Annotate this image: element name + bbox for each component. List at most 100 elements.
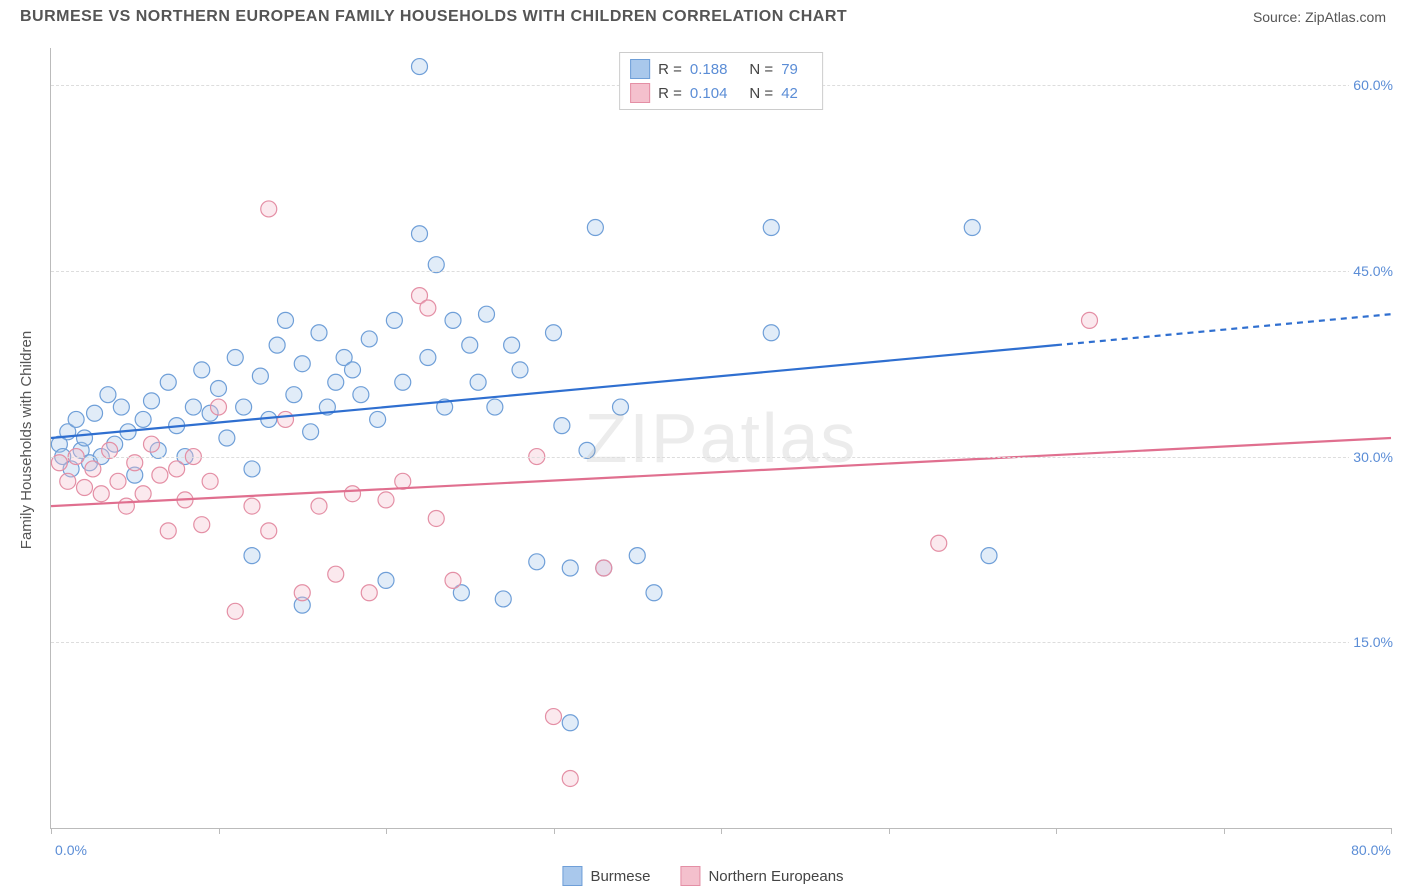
chart-title: BURMESE VS NORTHERN EUROPEAN FAMILY HOUS… [20, 8, 847, 26]
data-point [378, 572, 394, 588]
data-point [278, 411, 294, 427]
data-point [546, 709, 562, 725]
x-tick [889, 828, 890, 834]
data-point [613, 399, 629, 415]
data-point [763, 325, 779, 341]
data-point [60, 473, 76, 489]
data-point [462, 337, 478, 353]
data-point [395, 374, 411, 390]
x-tick [1224, 828, 1225, 834]
data-point [361, 331, 377, 347]
data-point [412, 59, 428, 75]
data-point [353, 387, 369, 403]
data-point [286, 387, 302, 403]
data-point [529, 554, 545, 570]
data-point [244, 548, 260, 564]
y-tick-label: 15.0% [1349, 634, 1397, 650]
data-point [328, 566, 344, 582]
x-tick [721, 828, 722, 834]
y-tick-label: 45.0% [1349, 263, 1397, 279]
y-tick-label: 60.0% [1349, 77, 1397, 93]
data-point [311, 498, 327, 514]
x-tick [51, 828, 52, 834]
data-point [1082, 312, 1098, 328]
data-point [512, 362, 528, 378]
x-tick [219, 828, 220, 834]
data-point [252, 368, 268, 384]
data-point [185, 399, 201, 415]
data-point [487, 399, 503, 415]
data-point [420, 350, 436, 366]
legend-row-northern-european: R = 0.104 N = 42 [630, 81, 812, 105]
data-point [294, 356, 310, 372]
data-point [479, 306, 495, 322]
chart-source: Source: ZipAtlas.com [1253, 9, 1386, 25]
data-point [211, 380, 227, 396]
n-value: 42 [781, 85, 798, 102]
data-point [85, 461, 101, 477]
data-point [160, 374, 176, 390]
data-point [328, 374, 344, 390]
data-point [294, 585, 310, 601]
data-point [93, 486, 109, 502]
data-point [211, 399, 227, 415]
data-point [135, 486, 151, 502]
data-point [100, 387, 116, 403]
data-point [361, 585, 377, 601]
y-axis-label: Family Households with Children [18, 331, 35, 549]
data-point [964, 220, 980, 236]
data-point [135, 411, 151, 427]
data-point [495, 591, 511, 607]
data-point [113, 399, 129, 415]
data-point [303, 424, 319, 440]
data-point [152, 467, 168, 483]
data-point [244, 498, 260, 514]
data-point [144, 436, 160, 452]
data-point [261, 523, 277, 539]
data-point [445, 312, 461, 328]
chart-header: BURMESE VS NORTHERN EUROPEAN FAMILY HOUS… [0, 0, 1406, 30]
n-label: N = [749, 61, 773, 78]
data-point [470, 374, 486, 390]
data-point [87, 405, 103, 421]
data-point [562, 715, 578, 731]
x-tick [386, 828, 387, 834]
n-value: 79 [781, 61, 798, 78]
data-point [646, 585, 662, 601]
data-point [562, 560, 578, 576]
trend-line-extrapolated [1056, 314, 1391, 345]
data-point [144, 393, 160, 409]
r-value: 0.104 [690, 85, 728, 102]
r-value: 0.188 [690, 61, 728, 78]
data-point [278, 312, 294, 328]
data-point [160, 523, 176, 539]
data-point [596, 560, 612, 576]
data-point [194, 362, 210, 378]
data-point [386, 312, 402, 328]
data-point [227, 603, 243, 619]
data-point [370, 411, 386, 427]
data-point [169, 461, 185, 477]
data-point [244, 461, 260, 477]
data-point [554, 418, 570, 434]
gridline [51, 457, 1391, 458]
data-point [562, 770, 578, 786]
legend-swatch-icon [630, 59, 650, 79]
y-tick-label: 30.0% [1349, 449, 1397, 465]
correlation-legend: R = 0.188 N = 79 R = 0.104 N = 42 [619, 52, 823, 110]
legend-label: Northern Europeans [708, 868, 843, 885]
data-point [345, 486, 361, 502]
data-point [981, 548, 997, 564]
data-point [227, 350, 243, 366]
data-point [629, 548, 645, 564]
data-point [445, 572, 461, 588]
data-point [202, 473, 218, 489]
chart-plot-area: R = 0.188 N = 79 R = 0.104 N = 42 ZIPatl… [50, 48, 1391, 829]
gridline [51, 642, 1391, 643]
data-point [77, 430, 93, 446]
legend-item-burmese: Burmese [562, 866, 650, 886]
data-point [68, 411, 84, 427]
legend-label: Burmese [590, 868, 650, 885]
scatter-svg [51, 48, 1391, 828]
data-point [194, 517, 210, 533]
